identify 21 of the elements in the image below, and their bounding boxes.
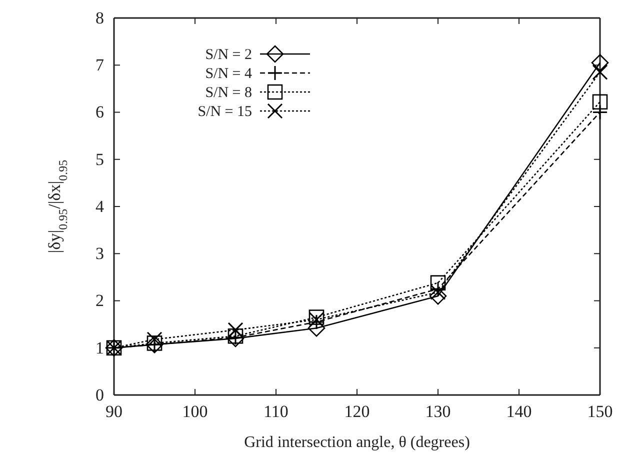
y-tick-label: 0	[96, 385, 104, 404]
x-tick-label: 90	[106, 402, 122, 422]
x-tick-label: 150	[587, 402, 613, 422]
legend-label: S/N = 15	[198, 104, 252, 120]
x-tick-label: 140	[506, 402, 532, 422]
y-tick-label: 2	[96, 291, 104, 310]
y-tick-label: 4	[96, 196, 104, 216]
x-axis-title: Grid intersection angle, θ (degrees)	[244, 434, 470, 451]
legend-label: S/N = 2	[205, 47, 252, 63]
legend-label: S/N = 8	[205, 85, 252, 101]
x-tick-label: 130	[425, 402, 451, 422]
y-tick-label: 8	[96, 8, 104, 28]
x-tick-label: 100	[182, 402, 208, 422]
legend-label: S/N = 4	[205, 66, 252, 82]
x-tick-label: 110	[264, 402, 288, 422]
y-tick-label: 3	[96, 244, 104, 264]
y-tick-label: 6	[96, 102, 104, 122]
y-tick-label: 7	[96, 56, 104, 75]
y-tick-label: 5	[96, 150, 104, 169]
x-tick-label: 120	[344, 402, 370, 422]
y-tick-label: 1	[96, 338, 104, 358]
